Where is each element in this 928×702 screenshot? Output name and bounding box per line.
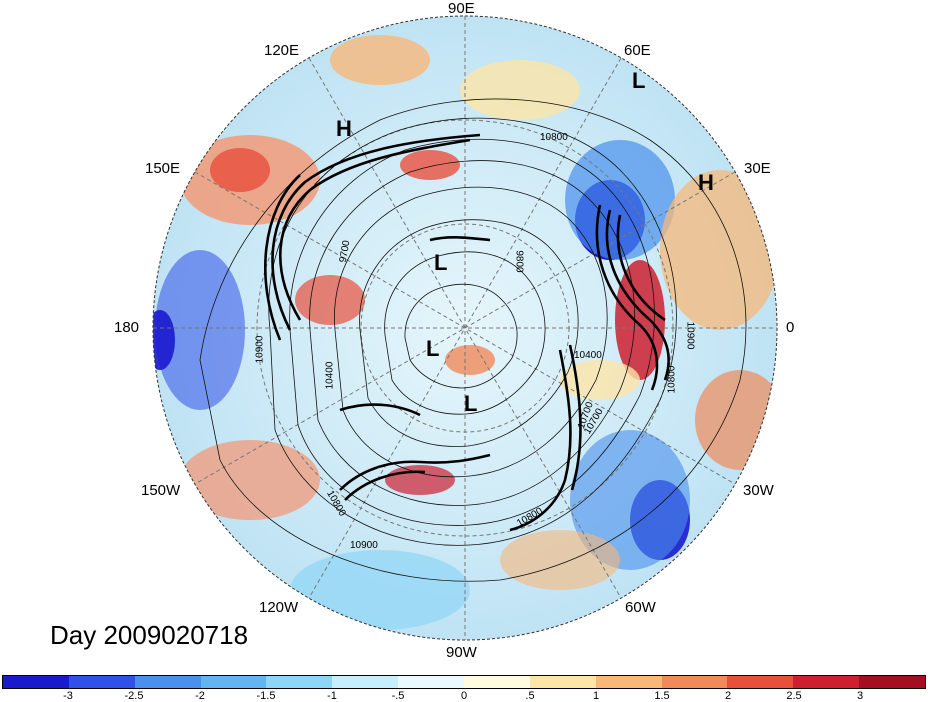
contour-label: 10400 bbox=[324, 361, 336, 390]
contour-label: 10800 bbox=[540, 132, 568, 143]
polar-map bbox=[152, 15, 778, 641]
lon-label-120e: 120E bbox=[264, 42, 300, 59]
lon-label-90e: 90E bbox=[448, 0, 475, 17]
colorbar-swatch bbox=[134, 676, 201, 688]
lon-label-150w: 150W bbox=[141, 482, 181, 499]
colorbar-tick-label: 1 bbox=[592, 690, 600, 702]
colorbar-swatch bbox=[266, 676, 333, 688]
contour-label: 10900 bbox=[350, 540, 378, 551]
colorbar-tick-label: 2 bbox=[724, 690, 732, 702]
colorbar-swatch bbox=[200, 676, 267, 688]
colorbar-swatch bbox=[529, 676, 596, 688]
colorbar bbox=[2, 675, 926, 689]
colorbar-tick-label: -.5 bbox=[391, 690, 405, 702]
colorbar-swatch bbox=[595, 676, 662, 688]
colorbar-tick-label: -1.5 bbox=[256, 690, 276, 702]
colorbar-swatch bbox=[464, 676, 530, 688]
date-title: Day 2009020718 bbox=[50, 620, 249, 650]
lon-label-30w: 30W bbox=[743, 482, 774, 499]
colorbar-swatch bbox=[661, 676, 728, 688]
lon-label-120w: 120W bbox=[259, 599, 299, 616]
low-pressure-center: L bbox=[632, 68, 646, 93]
colorbar-tick-label: 1.5 bbox=[654, 690, 670, 702]
low-pressure-center: L bbox=[464, 391, 478, 416]
low-pressure-center: L bbox=[426, 336, 440, 361]
colorbar-swatch bbox=[398, 676, 465, 688]
lon-label-90w: 90W bbox=[446, 644, 477, 661]
colorbar-swatch bbox=[3, 676, 69, 688]
lon-label-0: 0 bbox=[786, 319, 795, 336]
colorbar-swatch bbox=[68, 676, 135, 688]
colorbar-tick-label: -2 bbox=[195, 690, 205, 702]
high-pressure-center: H bbox=[698, 170, 714, 195]
colorbar-tick-label: 2.5 bbox=[786, 690, 802, 702]
lon-label-180: 180 bbox=[114, 319, 140, 336]
contour-label: 10900 bbox=[684, 321, 696, 350]
contour-label: 9800 bbox=[513, 250, 525, 273]
colorbar-tick-label: .5 bbox=[525, 690, 535, 702]
height-contours bbox=[199, 98, 747, 582]
colorbar-swatch bbox=[859, 676, 926, 688]
colorbar-tick-label: -3 bbox=[63, 690, 73, 702]
contour-label: 10800 bbox=[666, 365, 678, 394]
colorbar-swatch bbox=[793, 676, 860, 688]
graticule bbox=[152, 15, 778, 641]
colorbar-swatch bbox=[727, 676, 794, 688]
lon-label-30e: 30E bbox=[744, 160, 771, 177]
colorbar-tick-label: -2.5 bbox=[124, 690, 144, 702]
lon-label-60w: 60W bbox=[625, 599, 656, 616]
colorbar-swatch bbox=[332, 676, 399, 688]
jet-contours bbox=[264, 133, 670, 532]
lon-label-60e: 60E bbox=[624, 42, 651, 59]
high-pressure-center: H bbox=[336, 116, 352, 141]
colorbar-tick-label: 0 bbox=[460, 690, 468, 702]
lon-label-150e: 150E bbox=[145, 160, 181, 177]
colorbar-tick-label: 3 bbox=[856, 690, 864, 702]
contour-label: 10400 bbox=[574, 350, 602, 361]
contour-label: 10900 bbox=[254, 335, 266, 364]
colorbar-tick-label: -1 bbox=[327, 690, 337, 702]
low-pressure-center: L bbox=[434, 250, 448, 275]
